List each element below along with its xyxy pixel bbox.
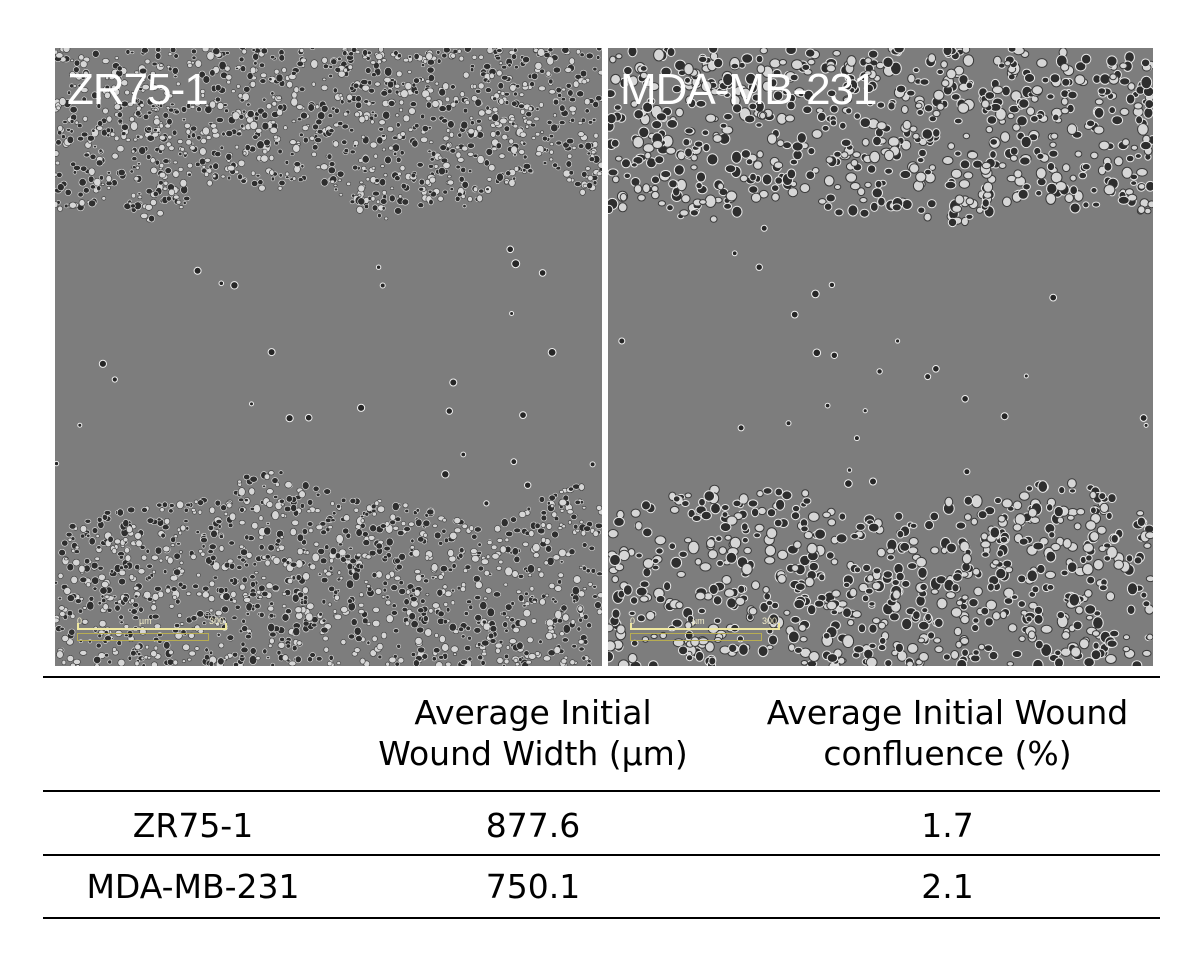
header-wound-confluence: Average Initial Wound confluence (%) bbox=[735, 692, 1160, 774]
scale-max: 300 bbox=[762, 616, 778, 626]
cell-line-name: MDA-MB-231 bbox=[86, 867, 300, 906]
header-line: confluence (%) bbox=[823, 734, 1072, 773]
panel-label: MDA-MB-231 bbox=[620, 65, 877, 114]
scale-zero: 0 bbox=[630, 616, 636, 626]
cell-line-name: ZR75-1 bbox=[132, 806, 254, 845]
scale-zero: 0 bbox=[77, 616, 83, 626]
table-header-rule bbox=[43, 790, 1160, 792]
scale-bar: 0 µm 300 bbox=[77, 616, 227, 646]
cell-wound-confluence: 2.1 bbox=[921, 867, 974, 906]
panel-label: ZR75-1 bbox=[67, 65, 209, 114]
header-line: Average Initial bbox=[414, 693, 652, 732]
table-top-rule bbox=[43, 676, 1160, 678]
cell-wound-width: 877.6 bbox=[485, 806, 581, 845]
scale-max: 300 bbox=[209, 616, 225, 626]
micrograph-zr75-1: ZR75-1 0 µm 300 bbox=[55, 48, 602, 666]
table-bottom-rule bbox=[43, 917, 1160, 919]
header-wound-width: Average Initial Wound Width (µm) bbox=[343, 692, 723, 774]
micrograph-image bbox=[55, 48, 602, 666]
scale-unit: µm bbox=[692, 616, 705, 626]
micrograph-mda-mb-231: MDA-MB-231 0 µm 300 bbox=[608, 48, 1153, 666]
cell-wound-width: 750.1 bbox=[485, 867, 581, 906]
cell-wound-confluence: 1.7 bbox=[921, 806, 974, 845]
scale-bar: 0 µm 300 bbox=[630, 616, 780, 646]
micrograph-image bbox=[608, 48, 1153, 666]
scale-unit: µm bbox=[139, 616, 152, 626]
table-row-rule bbox=[43, 854, 1160, 856]
header-line: Average Initial Wound bbox=[766, 693, 1129, 732]
header-line: Wound Width (µm) bbox=[378, 734, 688, 773]
